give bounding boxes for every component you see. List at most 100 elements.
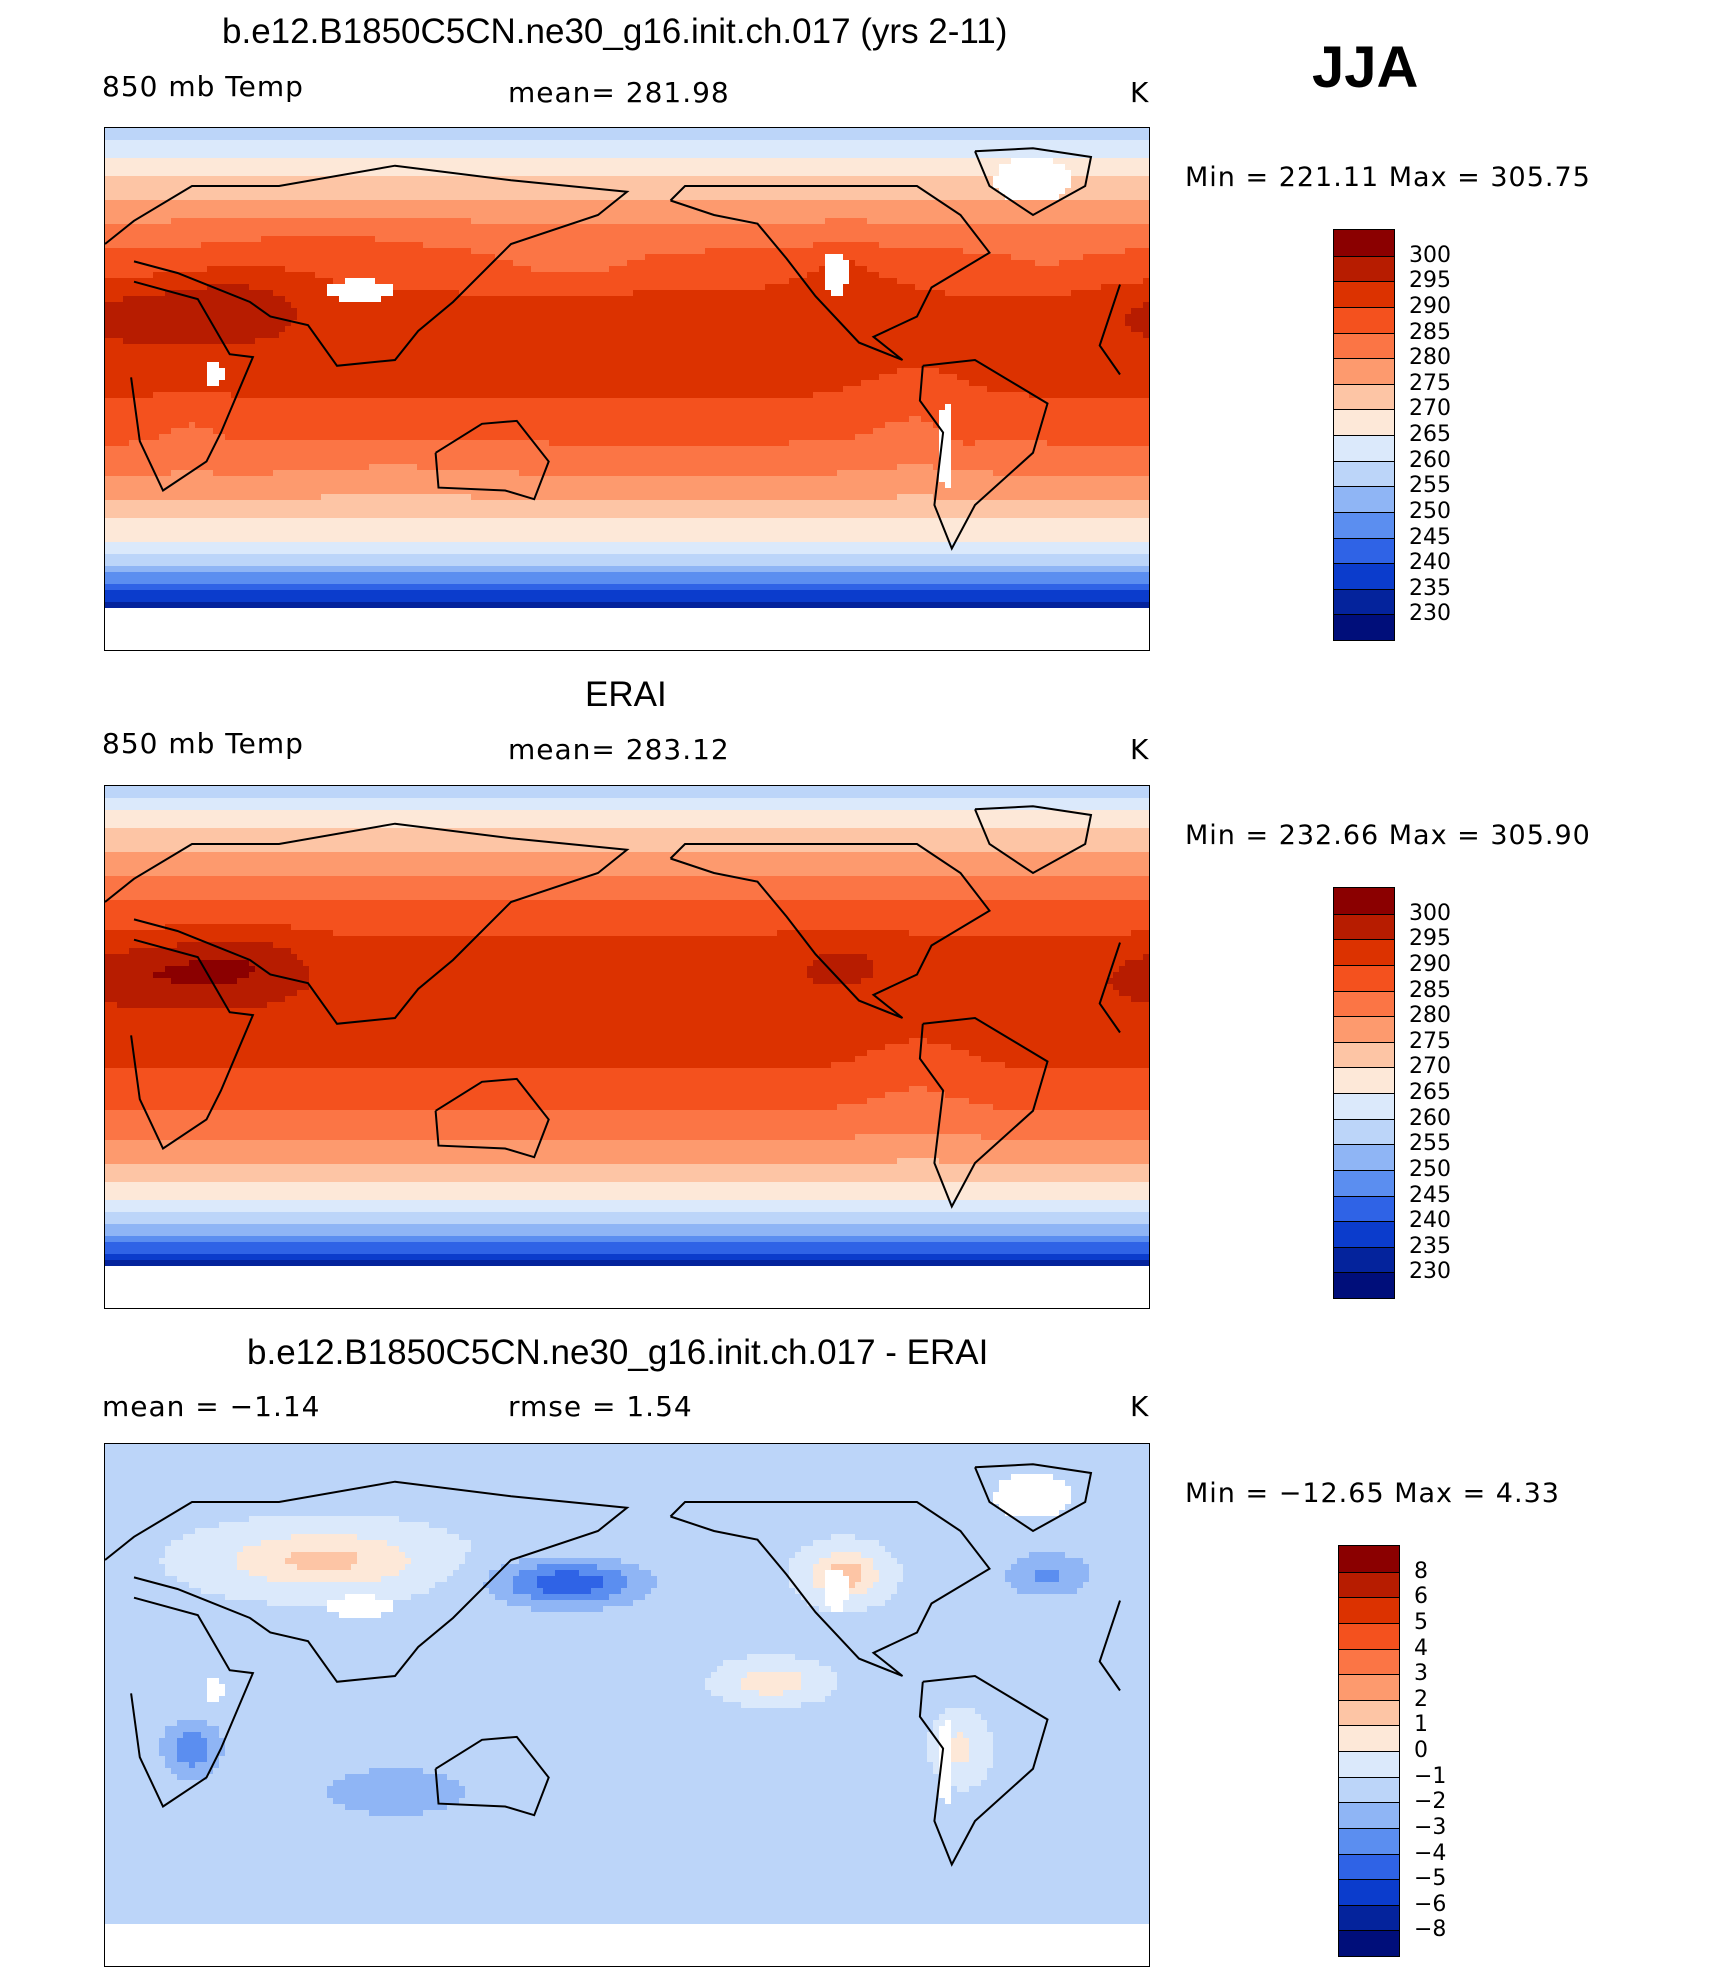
colorbar-tick-label: 275 xyxy=(1409,1029,1451,1054)
colorbar-box xyxy=(1334,1041,1394,1068)
panel1-map-svg xyxy=(105,128,1149,650)
colorbar-box xyxy=(1334,383,1394,410)
colorbar-tick-label: 255 xyxy=(1409,473,1451,498)
colorbar-tick-label: 290 xyxy=(1409,952,1451,977)
colorbar-box xyxy=(1334,306,1394,333)
colorbar-tick-label: −6 xyxy=(1414,1892,1446,1917)
panel1-units: K xyxy=(1130,76,1149,109)
colorbar-tick-label: 300 xyxy=(1409,243,1451,268)
panel1-map xyxy=(104,127,1150,651)
colorbar-box xyxy=(1339,1930,1399,1956)
colorbar-box xyxy=(1334,537,1394,564)
panel1-variable-label: 850 mb Temp xyxy=(102,70,304,103)
colorbar-box xyxy=(1339,1546,1399,1572)
colorbar-tick-label: 285 xyxy=(1409,978,1451,1003)
panel1-colorbar xyxy=(1333,229,1395,641)
panel3-map-svg xyxy=(105,1444,1149,1966)
colorbar-box xyxy=(1339,1597,1399,1623)
panel3-rmse-label: rmse = 1.54 xyxy=(508,1390,693,1423)
colorbar-tick-label: −8 xyxy=(1414,1917,1446,1942)
panel3-mean-label: mean = −1.14 xyxy=(102,1390,320,1423)
colorbar-box xyxy=(1334,1169,1394,1196)
panel3-title: b.e12.B1850C5CN.ne30_g16.init.ch.017 - E… xyxy=(247,1333,988,1373)
colorbar-tick-label: 280 xyxy=(1409,345,1451,370)
colorbar-box xyxy=(1334,563,1394,589)
colorbar-box xyxy=(1339,1904,1399,1931)
colorbar-box xyxy=(1334,1067,1394,1093)
colorbar-box xyxy=(1339,1853,1399,1880)
panel2-variable-label: 850 mb Temp xyxy=(102,727,304,760)
colorbar-tick-label: −2 xyxy=(1414,1789,1446,1814)
colorbar-tick-label: 275 xyxy=(1409,371,1451,396)
colorbar-box xyxy=(1334,1246,1394,1273)
colorbar-box xyxy=(1339,1879,1399,1905)
colorbar-box xyxy=(1334,588,1394,615)
colorbar-tick-label: −5 xyxy=(1414,1866,1446,1891)
colorbar-box xyxy=(1334,990,1394,1017)
colorbar-tick-label: 300 xyxy=(1409,901,1451,926)
panel3-map xyxy=(104,1443,1150,1967)
colorbar-box xyxy=(1339,1725,1399,1751)
colorbar-tick-label: 260 xyxy=(1409,1106,1451,1131)
colorbar-tick-label: 270 xyxy=(1409,396,1451,421)
colorbar-tick-label: 280 xyxy=(1409,1003,1451,1028)
colorbar-box xyxy=(1339,1751,1399,1777)
panel2-minmax: Min = 232.66 Max = 305.90 xyxy=(1185,820,1591,851)
colorbar-tick-label: 240 xyxy=(1409,550,1451,575)
colorbar-tick-label: 265 xyxy=(1409,422,1451,447)
colorbar-tick-label: 290 xyxy=(1409,294,1451,319)
colorbar-tick-label: 235 xyxy=(1409,1234,1451,1259)
panel2-colorbar xyxy=(1333,887,1395,1299)
colorbar-box xyxy=(1334,964,1394,991)
panel2-map xyxy=(104,785,1150,1309)
colorbar-tick-label: 270 xyxy=(1409,1054,1451,1079)
colorbar-tick-label: 230 xyxy=(1409,1259,1451,1284)
colorbar-box xyxy=(1334,486,1394,512)
colorbar-box xyxy=(1334,435,1394,461)
colorbar-tick-label: 6 xyxy=(1414,1584,1428,1609)
colorbar-box xyxy=(1334,888,1394,914)
panel2-units: K xyxy=(1130,733,1149,766)
colorbar-box xyxy=(1334,1195,1394,1222)
panel1-mean-label: mean= 281.98 xyxy=(508,76,730,109)
colorbar-box xyxy=(1334,939,1394,965)
colorbar-box xyxy=(1339,1648,1399,1675)
colorbar-tick-label: 8 xyxy=(1414,1559,1428,1584)
colorbar-tick-label: 0 xyxy=(1414,1738,1428,1763)
colorbar-box xyxy=(1334,281,1394,307)
colorbar-box xyxy=(1334,255,1394,282)
colorbar-tick-label: 1 xyxy=(1414,1712,1428,1737)
colorbar-box xyxy=(1339,1699,1399,1726)
colorbar-box xyxy=(1339,1827,1399,1854)
colorbar-box xyxy=(1334,1093,1394,1119)
colorbar-tick-label: −1 xyxy=(1414,1764,1446,1789)
colorbar-box xyxy=(1334,511,1394,538)
colorbar-tick-label: 4 xyxy=(1414,1636,1428,1661)
colorbar-box xyxy=(1334,913,1394,940)
colorbar-box xyxy=(1334,1221,1394,1247)
colorbar-box xyxy=(1334,614,1394,640)
colorbar-box xyxy=(1339,1776,1399,1803)
colorbar-tick-label: 255 xyxy=(1409,1131,1451,1156)
colorbar-box xyxy=(1339,1674,1399,1700)
colorbar-tick-label: 2 xyxy=(1414,1687,1428,1712)
colorbar-tick-label: 230 xyxy=(1409,601,1451,626)
colorbar-box xyxy=(1334,358,1394,384)
panel1-minmax: Min = 221.11 Max = 305.75 xyxy=(1185,162,1591,193)
panel3-minmax: Min = −12.65 Max = 4.33 xyxy=(1185,1478,1560,1509)
colorbar-tick-label: 3 xyxy=(1414,1661,1428,1686)
colorbar-tick-label: 250 xyxy=(1409,1157,1451,1182)
colorbar-tick-label: 240 xyxy=(1409,1208,1451,1233)
panel2-map-svg xyxy=(105,786,1149,1308)
colorbar-tick-label: 295 xyxy=(1409,926,1451,951)
panel2-mean-label: mean= 283.12 xyxy=(508,733,730,766)
panel1-title: b.e12.B1850C5CN.ne30_g16.init.ch.017 (yr… xyxy=(222,12,1007,52)
colorbar-box xyxy=(1334,460,1394,487)
colorbar-tick-label: 250 xyxy=(1409,499,1451,524)
colorbar-tick-label: 5 xyxy=(1414,1610,1428,1635)
colorbar-box xyxy=(1339,1802,1399,1828)
colorbar-box xyxy=(1334,1016,1394,1042)
colorbar-tick-label: −3 xyxy=(1414,1815,1446,1840)
colorbar-box xyxy=(1334,1118,1394,1145)
colorbar-box xyxy=(1334,409,1394,435)
